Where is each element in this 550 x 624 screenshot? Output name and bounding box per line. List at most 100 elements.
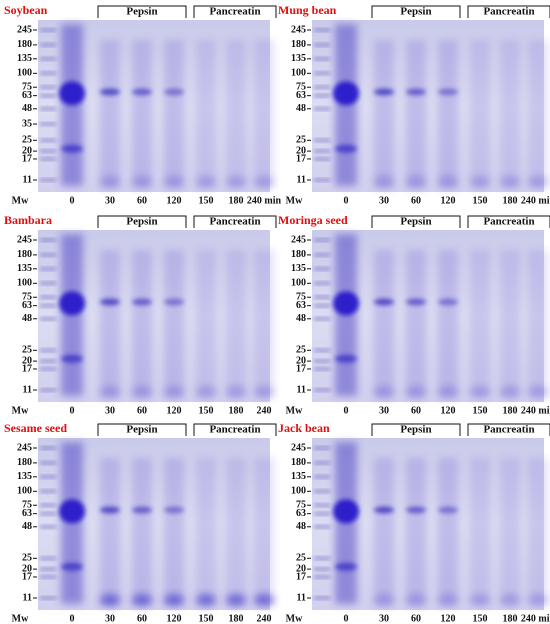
lane-smear xyxy=(100,40,120,188)
marker-label: 25 xyxy=(296,553,306,564)
ladder-band xyxy=(40,359,56,363)
marker-label: 135 xyxy=(17,263,32,274)
marker-label: 11 xyxy=(23,174,32,185)
ladder-band xyxy=(314,367,330,371)
panel-title: Sesame seed xyxy=(4,421,67,435)
peptide-band xyxy=(406,386,426,398)
marker-label: 75 xyxy=(296,292,306,303)
main-band xyxy=(59,81,85,106)
marker-label: 245 xyxy=(17,24,32,35)
lane-label: 120 xyxy=(441,613,456,624)
main-band xyxy=(333,291,359,316)
lane-label: 0 xyxy=(70,405,75,416)
main-band xyxy=(333,81,359,106)
marker-label: 63 xyxy=(22,90,32,101)
marker-label: 17 xyxy=(22,153,32,164)
marker-label: 17 xyxy=(22,571,32,582)
lane-label: Mw xyxy=(12,405,29,416)
ladder-band xyxy=(314,94,330,98)
marker-label: 100 xyxy=(291,278,306,289)
minor-band xyxy=(61,144,83,153)
marker-label: 11 xyxy=(23,592,32,603)
lane-smear xyxy=(100,458,120,606)
lane-smear xyxy=(438,40,458,188)
lane-smear xyxy=(470,40,490,188)
peptide-band xyxy=(132,386,152,398)
lane-smear xyxy=(500,40,520,188)
ladder-band xyxy=(40,85,56,89)
ladder-band xyxy=(314,317,330,321)
ladder-band xyxy=(40,367,56,371)
group-label: Pancreatin xyxy=(483,216,534,228)
ladder-band xyxy=(314,304,330,308)
ladder-band xyxy=(314,85,330,89)
lane-smear xyxy=(226,40,246,188)
marker-label: 180 xyxy=(291,457,306,468)
lane-label: Mw xyxy=(12,195,29,206)
ladder-band xyxy=(40,295,56,299)
group-bracket xyxy=(193,215,277,228)
group-label: Pepsin xyxy=(400,6,431,18)
marker-label: 17 xyxy=(296,153,306,164)
ladder-band xyxy=(314,359,330,363)
lane-label: Mw xyxy=(286,195,303,206)
marker-label: 17 xyxy=(22,363,32,374)
ladder-band xyxy=(314,503,330,507)
marker-label: 20 xyxy=(296,145,306,156)
minor-band xyxy=(61,562,83,571)
group-label: Pepsin xyxy=(126,424,157,436)
lane-label: 60 xyxy=(137,613,147,624)
lane-smear xyxy=(438,458,458,606)
marker-label: 48 xyxy=(296,313,306,324)
lane-smear xyxy=(226,458,246,606)
ladder-band xyxy=(314,281,330,285)
lane-smear xyxy=(132,40,152,188)
ladder-band xyxy=(40,317,56,321)
lane-smear xyxy=(374,40,394,188)
ladder-band xyxy=(40,178,56,182)
ladder-band xyxy=(314,556,330,560)
lane-label: 30 xyxy=(379,195,389,206)
peptide-band xyxy=(196,176,216,188)
lane-label: 150 xyxy=(473,195,488,206)
main-band xyxy=(333,499,359,524)
ladder-band xyxy=(40,556,56,560)
ladder-band xyxy=(40,238,56,242)
lane-smear xyxy=(528,40,548,188)
group-bracket xyxy=(97,215,187,228)
lane-smear xyxy=(254,250,274,398)
peptide-band xyxy=(254,594,274,606)
lane-label: 150 xyxy=(199,405,214,416)
peptide-band xyxy=(438,176,458,188)
lane-smear xyxy=(254,458,274,606)
ladder-band xyxy=(314,525,330,529)
marker-label: 180 xyxy=(17,39,32,50)
marker-label: 135 xyxy=(291,263,306,274)
ladder-band xyxy=(40,122,56,126)
lane-label: 0 xyxy=(70,613,75,624)
lane-label: 180 xyxy=(229,405,244,416)
group-label: Pepsin xyxy=(400,424,431,436)
digest-band xyxy=(100,88,120,96)
marker-label: 135 xyxy=(17,471,32,482)
peptide-band xyxy=(226,594,246,606)
lane-smear xyxy=(374,458,394,606)
marker-label: 75 xyxy=(296,500,306,511)
lane-label: 240 min xyxy=(247,195,282,206)
minor-band xyxy=(335,354,357,363)
ladder-band xyxy=(40,94,56,98)
lane-label: 120 xyxy=(167,405,182,416)
peptide-band xyxy=(470,176,490,188)
lane-smear xyxy=(226,250,246,398)
ladder-band xyxy=(40,575,56,579)
panel-title: Soybean xyxy=(4,3,48,17)
digest-band xyxy=(100,506,120,514)
lane-label: 180 xyxy=(503,405,518,416)
ladder-band xyxy=(40,596,56,600)
lane-smear xyxy=(196,40,216,188)
lane-smear xyxy=(470,250,490,398)
digest-band xyxy=(100,298,120,306)
lane-smear xyxy=(470,458,490,606)
lane-label: 120 xyxy=(441,405,456,416)
